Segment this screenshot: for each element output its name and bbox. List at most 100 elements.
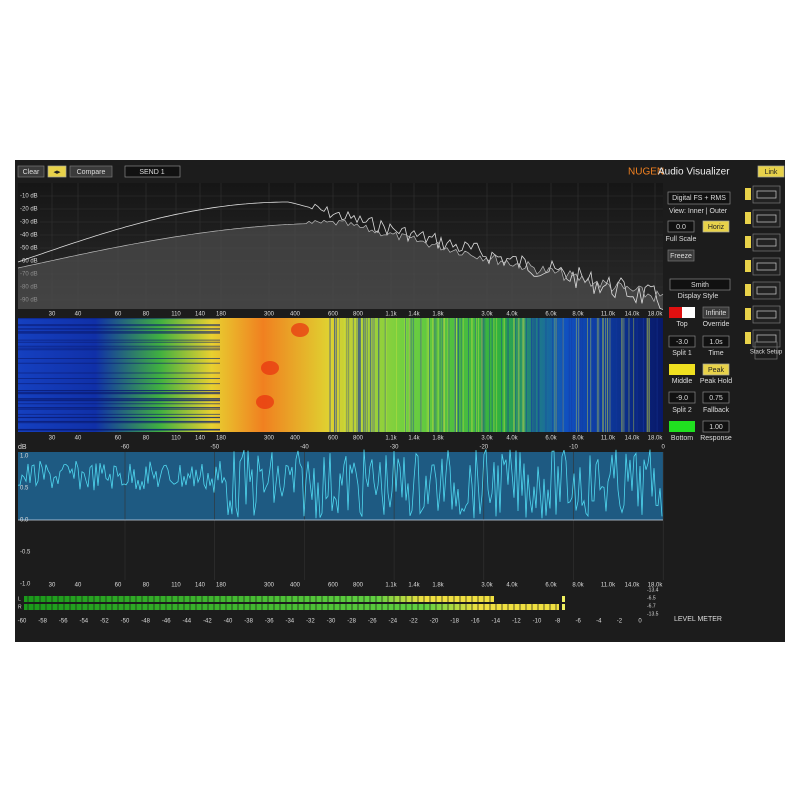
freq-label: 400: [290, 436, 301, 442]
freq-label: 60: [115, 436, 122, 442]
override-label: Override: [703, 321, 730, 328]
side-marker: [745, 188, 751, 200]
module-button[interactable]: [752, 185, 781, 204]
freq-label: 14.0k: [625, 312, 641, 318]
correlation-unit: dB: [18, 444, 27, 451]
meter-scale-label: -58: [38, 619, 47, 625]
side-marker: [745, 284, 751, 296]
horiz-button[interactable]: [702, 220, 730, 233]
module-button[interactable]: [752, 257, 781, 276]
freq-label: 8.0k: [572, 436, 584, 442]
freq-label: 8.0k: [572, 583, 584, 589]
meter-scale-label: -6: [576, 619, 582, 625]
meter-mode[interactable]: [667, 191, 731, 205]
module-icon: [756, 262, 777, 271]
stack-setup-button[interactable]: [754, 341, 778, 360]
swap-button[interactable]: [47, 165, 67, 178]
spectrogram-hotspot: [256, 395, 274, 409]
freq-label: 3.0k: [481, 436, 493, 442]
split1-field[interactable]: [668, 335, 696, 348]
side-marker: [745, 236, 751, 248]
module-button[interactable]: [752, 209, 781, 228]
correlation-left-label: -0.5: [20, 550, 31, 556]
peak-button[interactable]: [702, 363, 730, 376]
meter-scale-label: -56: [59, 619, 68, 625]
full-scale-field[interactable]: [667, 220, 695, 233]
time-field[interactable]: [702, 335, 730, 348]
channel-label: R: [18, 604, 22, 610]
freq-label: 18.0k: [648, 583, 664, 589]
freq-label: 110: [171, 312, 181, 318]
top-swatch[interactable]: [682, 307, 695, 318]
db-label: -60 dB: [20, 259, 38, 265]
spectrum-fill: [18, 220, 663, 309]
top-label: Top: [676, 321, 687, 328]
freq-label: 180: [216, 583, 227, 589]
meter-scale-label: -54: [79, 619, 88, 625]
meter-scale-label: -26: [368, 619, 377, 625]
middle-swatch[interactable]: [669, 364, 695, 375]
spectrogram: [18, 318, 663, 432]
split2-field[interactable]: [668, 391, 696, 404]
infinite-label: Infinite: [706, 310, 727, 317]
meter-scale-label: -34: [285, 619, 294, 625]
meter-scale-label: -10: [533, 619, 542, 625]
db-label: -20 dB: [20, 207, 38, 213]
freq-label: 30: [49, 436, 56, 442]
clear-button[interactable]: [17, 165, 45, 178]
freq-label: 30: [49, 583, 56, 589]
compare-button[interactable]: [69, 165, 113, 178]
meter-scale-label: -8: [555, 619, 561, 625]
middle-label: Middle: [672, 378, 693, 385]
meter-scale-label: -48: [141, 619, 150, 625]
meter-scale-label: -46: [162, 619, 171, 625]
freq-label: 4.0k: [506, 312, 518, 318]
top-swatch[interactable]: [669, 307, 682, 318]
freq-label: 1.1k: [385, 583, 397, 589]
module-button[interactable]: [752, 329, 781, 348]
freq-label: 1.4k: [408, 312, 420, 318]
freq-label: 1.8k: [432, 436, 444, 442]
full-scale-value: 0.0: [676, 224, 686, 231]
fallback-field[interactable]: [702, 391, 730, 404]
freq-label: 40: [75, 436, 82, 442]
meter-scale-label: -30: [327, 619, 336, 625]
freq-label: 6.0k: [545, 583, 557, 589]
freq-label: 6.0k: [545, 436, 557, 442]
meter-scale-label: -2: [617, 619, 623, 625]
horiz-label: Horiz: [708, 224, 725, 231]
meter-scale-label: -18: [450, 619, 459, 625]
bottom-swatch[interactable]: [669, 421, 695, 432]
meter-scale-label: -24: [388, 619, 397, 625]
response-field[interactable]: [702, 420, 730, 433]
module-button[interactable]: [752, 305, 781, 324]
link-button[interactable]: [757, 165, 785, 178]
meter-scale-label: -14: [491, 619, 500, 625]
spectrogram-hotspot: [261, 361, 279, 375]
style-field[interactable]: [669, 278, 731, 291]
compare-label: Compare: [77, 169, 106, 176]
module-icon: [756, 286, 777, 295]
freq-label: 80: [143, 312, 150, 318]
freeze-label: Freeze: [670, 253, 692, 260]
freq-label: 11.0k: [601, 312, 616, 318]
module-button[interactable]: [752, 281, 781, 300]
meter-scale-label: -42: [203, 619, 212, 625]
freq-label: 3.0k: [481, 312, 493, 318]
module-icon: [756, 214, 777, 223]
freq-label: 400: [290, 583, 301, 589]
module-button[interactable]: [752, 233, 781, 252]
meter-scale-label: -4: [596, 619, 602, 625]
freq-label: 180: [216, 312, 227, 318]
clear-label: Clear: [23, 169, 40, 176]
correlation-top-label: -40: [300, 445, 309, 451]
split1-value: -3.0: [676, 339, 688, 346]
freeze-button[interactable]: [667, 249, 695, 262]
meter-mode-label: Digital FS + RMS: [672, 195, 726, 202]
preset-field[interactable]: [124, 165, 181, 178]
spectrum-outer: [17, 201, 664, 310]
infinite-button[interactable]: [702, 306, 730, 319]
freq-label: 80: [143, 436, 150, 442]
freq-label: 18.0k: [648, 436, 664, 442]
